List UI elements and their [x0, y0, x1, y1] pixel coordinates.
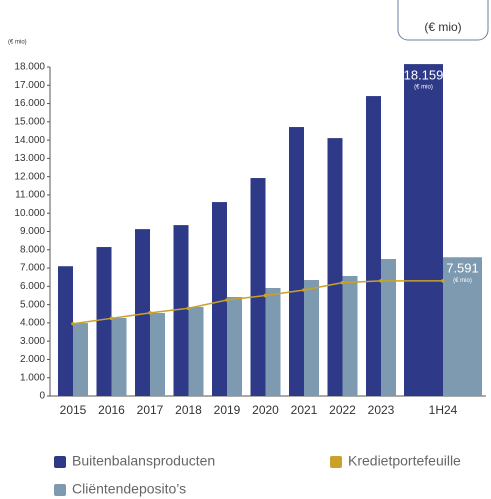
y-tick-label: 16.000	[14, 98, 45, 109]
y-tick-label: 9.000	[20, 226, 45, 237]
line-point	[379, 279, 383, 283]
x-tick-label: 2022	[329, 403, 356, 417]
y-tick-label: 17.000	[14, 80, 45, 91]
y-tick-label: 11.000	[15, 190, 45, 201]
legend-swatch	[54, 484, 66, 496]
y-tick-label: 5.000	[20, 299, 45, 310]
bar	[135, 229, 150, 396]
header-label: (€ mio)	[424, 20, 461, 34]
line-point	[109, 316, 114, 321]
line-point	[302, 288, 306, 292]
bar	[173, 225, 189, 396]
x-tick-label: 2017	[137, 403, 164, 417]
line	[72, 280, 443, 325]
y-tick-label: 2.000	[20, 354, 45, 365]
y-tick-label: 14.000	[14, 135, 45, 146]
x-tick-label: 2020	[252, 403, 279, 417]
axis-unit-label: (€ mio)	[8, 40, 27, 46]
y-tick-label: 3.000	[20, 336, 45, 347]
line-point	[441, 279, 445, 283]
x-tick-label: 2021	[291, 403, 318, 417]
line-point	[263, 293, 268, 298]
bar	[304, 280, 319, 396]
legend-label: Buitenbalansproducten	[72, 453, 215, 469]
legend-label: Kredietportefeuille	[348, 453, 461, 469]
x-tick-label: 2015	[60, 403, 87, 417]
value-label: 7.591	[446, 261, 479, 276]
legend-label: Cliëntendeposito’s	[72, 481, 186, 497]
value-label-unit: (€ mio)	[414, 85, 433, 91]
value-label-unit: (€ mio)	[453, 278, 472, 284]
bar	[265, 287, 281, 396]
line-point	[340, 280, 345, 285]
bar	[342, 276, 358, 396]
x-tick-label: 2016	[98, 403, 125, 417]
line-point	[148, 311, 152, 315]
bar	[150, 313, 165, 396]
bar	[366, 96, 381, 396]
bar	[381, 259, 396, 396]
y-tick-label: 4.000	[20, 318, 45, 329]
y-tick-label: 15.000	[14, 116, 45, 127]
y-tick-label: 13.000	[14, 153, 45, 164]
x-tick-label: 2018	[175, 403, 202, 417]
bar	[212, 202, 227, 396]
y-tick-label: 8.000	[20, 244, 45, 255]
bar	[58, 266, 73, 396]
bar	[443, 257, 482, 396]
bar	[188, 306, 204, 396]
line-point	[225, 298, 229, 302]
bar	[111, 317, 127, 396]
bar	[404, 64, 443, 396]
line-point	[71, 322, 75, 326]
y-tick-label: 12.000	[14, 171, 45, 182]
bar	[96, 247, 112, 396]
header-box	[397, 0, 489, 41]
bar	[73, 323, 88, 396]
line-point	[186, 306, 191, 311]
bar	[250, 178, 266, 396]
legend-swatch	[330, 456, 342, 468]
x-tick-label: 1H24	[429, 403, 458, 417]
y-tick-label: 0	[39, 391, 45, 402]
legend-swatch	[54, 456, 66, 468]
x-tick-label: 2023	[368, 403, 395, 417]
bar	[227, 297, 242, 396]
y-tick-label: 6.000	[20, 281, 45, 292]
y-tick-label: 7.000	[20, 263, 45, 274]
value-label: 18.159	[404, 68, 444, 83]
y-tick-label: 1.000	[20, 372, 45, 383]
bar	[327, 138, 343, 396]
bar	[289, 127, 304, 396]
y-tick-label: 18.000	[14, 62, 45, 73]
y-tick-label: 10.000	[14, 208, 45, 219]
x-tick-label: 2019	[214, 403, 241, 417]
